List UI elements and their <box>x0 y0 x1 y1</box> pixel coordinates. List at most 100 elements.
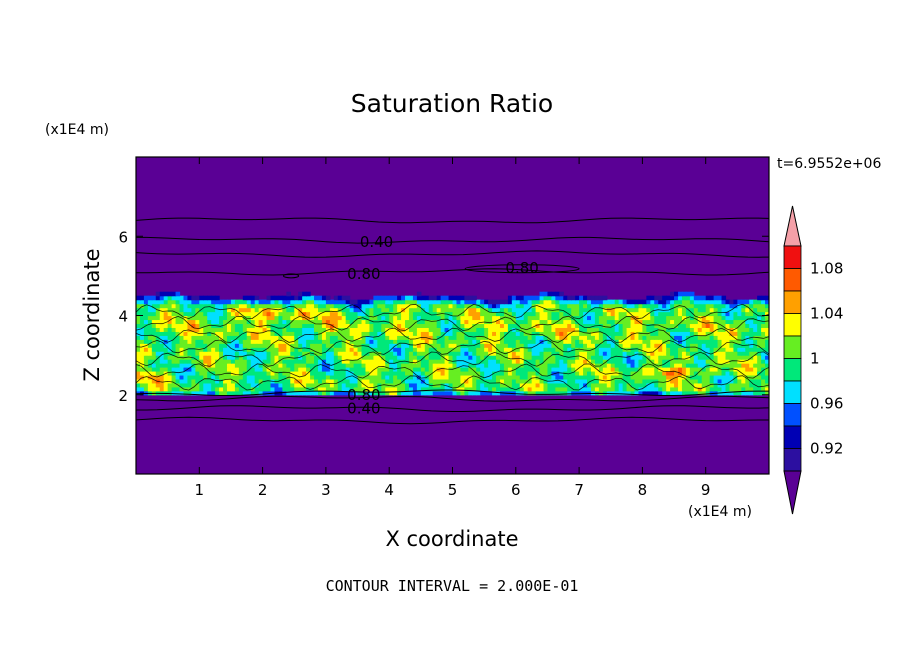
field-cell <box>749 307 754 313</box>
field-cell <box>369 374 374 380</box>
field-cell <box>345 351 351 356</box>
field-cell <box>155 339 161 344</box>
field-cell <box>207 303 212 309</box>
field-cell <box>456 339 462 344</box>
field-cell <box>697 303 703 309</box>
field-cell <box>262 382 268 388</box>
field-cell <box>709 382 715 388</box>
field-cell <box>642 378 647 384</box>
field-cell <box>270 331 276 336</box>
field-cell <box>587 382 592 388</box>
field-cell <box>622 331 628 336</box>
field-cell <box>195 299 200 305</box>
field-cell <box>642 323 647 328</box>
field-cell <box>460 390 465 396</box>
field-cell <box>543 311 549 317</box>
field-cell <box>666 323 671 328</box>
field-cell <box>203 311 208 317</box>
field-cell <box>353 323 359 328</box>
field-cell <box>594 378 600 384</box>
field-cell <box>575 359 580 364</box>
field-cell <box>681 390 687 396</box>
field-cell <box>306 359 311 364</box>
field-cell <box>389 367 394 372</box>
field-cell <box>496 339 501 344</box>
field-cell <box>543 367 549 372</box>
field-cell <box>195 351 200 356</box>
field-cell <box>408 390 414 396</box>
field-cell <box>571 382 576 388</box>
field-cell <box>345 295 351 301</box>
field-cell <box>701 378 707 384</box>
field-cell <box>345 355 351 360</box>
field-cell <box>349 386 355 392</box>
field-cell <box>725 355 731 360</box>
field-cell <box>302 335 307 340</box>
field-cell <box>472 374 477 380</box>
field-cell <box>535 374 541 380</box>
contour-line-inner <box>136 327 769 343</box>
field-cell <box>499 307 505 313</box>
field-cell <box>274 335 280 340</box>
field-cell <box>626 386 632 392</box>
field-cell <box>488 363 493 368</box>
field-cell <box>238 331 244 336</box>
field-cell <box>270 323 276 328</box>
field-cell <box>666 370 671 376</box>
field-cell <box>444 378 450 384</box>
field-cell <box>484 307 489 313</box>
field-cell <box>298 359 303 364</box>
field-cell <box>361 351 367 356</box>
field-cell <box>353 351 359 356</box>
field-cell <box>333 339 339 344</box>
colorbar-label: 1.04 <box>810 305 843 323</box>
field-cell <box>183 323 189 328</box>
field-cell <box>199 315 204 321</box>
field-cell <box>689 307 695 313</box>
field-cell <box>666 351 671 356</box>
field-cell <box>598 370 604 376</box>
field-cell <box>306 370 311 376</box>
field-cell <box>254 351 260 356</box>
field-cell <box>159 303 165 309</box>
field-cell <box>290 390 295 396</box>
field-cell <box>377 386 382 392</box>
field-cell <box>697 359 703 364</box>
field-cell <box>298 303 303 309</box>
field-cell <box>741 351 746 356</box>
field-cell <box>733 390 738 396</box>
field-cell <box>697 323 703 328</box>
field-cell <box>397 370 402 376</box>
field-cell <box>745 367 750 372</box>
field-cell <box>741 303 746 309</box>
field-cell <box>678 351 683 356</box>
field-cell <box>654 343 659 348</box>
field-cell <box>638 335 643 340</box>
field-cell <box>697 374 703 380</box>
field-cell <box>424 363 430 368</box>
field-cell <box>602 295 608 301</box>
field-cell <box>590 315 596 321</box>
field-cell <box>428 307 434 313</box>
field-cell <box>452 331 458 336</box>
field-cell <box>507 378 513 384</box>
field-cell <box>535 370 541 376</box>
field-cell <box>523 382 529 388</box>
field-cell <box>634 335 640 340</box>
field-cell <box>242 331 248 336</box>
field-cell <box>203 347 208 352</box>
field-cell <box>325 343 331 348</box>
field-cell <box>559 382 564 388</box>
field-cell <box>298 295 303 301</box>
field-cell <box>412 307 418 313</box>
field-cell <box>678 315 683 321</box>
field-cell <box>266 303 272 309</box>
field-cell <box>183 339 189 344</box>
field-cell <box>503 374 509 380</box>
field-cell <box>282 335 287 340</box>
field-cell <box>456 311 462 317</box>
field-cell <box>713 347 719 352</box>
field-cell <box>681 359 687 364</box>
field-cell <box>207 299 212 305</box>
field-cell <box>638 359 643 364</box>
